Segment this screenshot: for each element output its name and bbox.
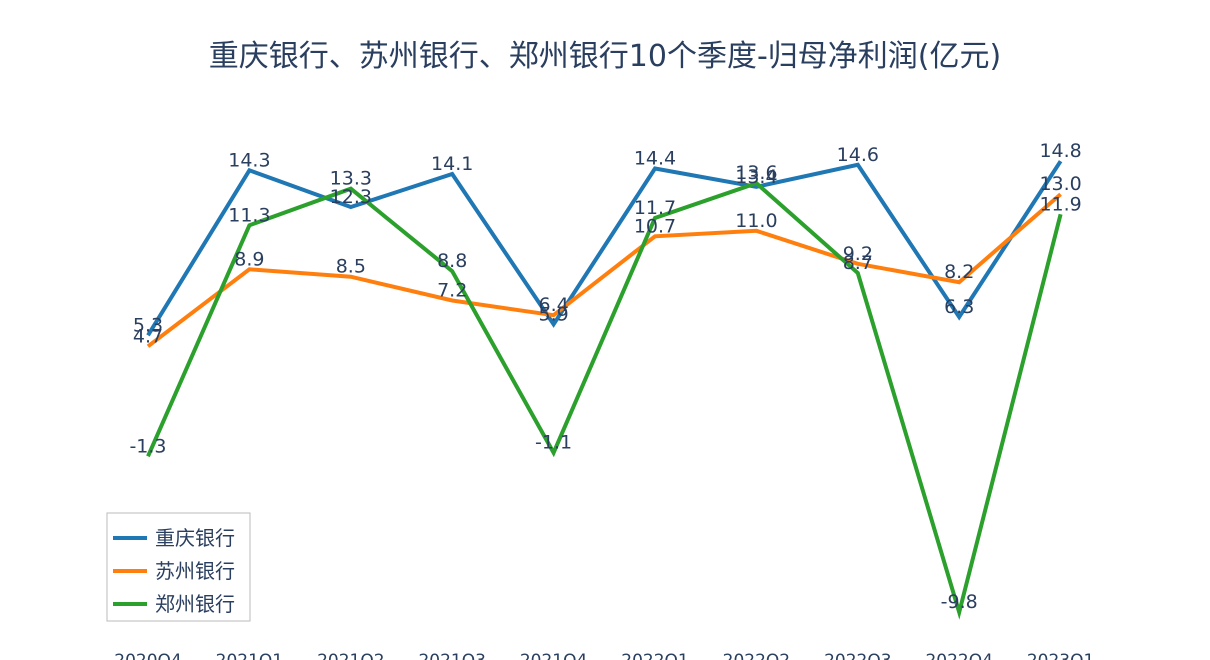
data-label: 14.1	[431, 153, 473, 175]
data-label: 7.2	[437, 280, 467, 302]
data-label: 10.7	[634, 215, 676, 237]
data-label: 8.9	[234, 248, 264, 270]
x-tick-label: 2022Q4	[925, 651, 992, 660]
legend-label: 苏州银行	[155, 559, 235, 583]
series-line-1	[146, 160, 1063, 337]
data-label: 13.3	[330, 168, 372, 190]
x-tick-label: 2021Q4	[520, 651, 587, 660]
x-tick-label: 2022Q2	[723, 651, 790, 660]
data-label: 13.6	[735, 162, 777, 184]
data-label: 5.9	[538, 303, 568, 325]
x-tick-label: 2022Q1	[621, 651, 688, 660]
data-label: 8.5	[336, 256, 366, 278]
series-layer	[146, 160, 1063, 620]
data-label: 8.2	[944, 261, 974, 283]
chart-title: 重庆银行、苏州银行、郑州银行10个季度-归母净利润(亿元)	[209, 39, 1001, 74]
data-label: 14.4	[634, 148, 676, 170]
x-tick-label: 2023Q1	[1027, 651, 1094, 660]
legend-label: 郑州银行	[155, 592, 235, 616]
series-line-2	[146, 192, 1062, 348]
series-line-3	[146, 180, 1063, 620]
data-label: 4.7	[133, 325, 163, 347]
x-axis: 2020Q4 2021Q1 2021Q2 2021Q3 2021Q4 2022Q1 2022…	[114, 651, 1094, 660]
data-label: 5.3	[133, 314, 163, 336]
legend-label: 重庆银行	[155, 526, 235, 550]
data-label: 11.9	[1039, 193, 1081, 215]
data-label: 9.2	[843, 243, 873, 265]
data-label: 14.6	[837, 144, 879, 166]
data-label: 11.3	[228, 204, 270, 226]
data-label: 14.8	[1039, 140, 1081, 162]
data-label: 8.8	[437, 250, 467, 272]
data-label: 11.7	[634, 197, 676, 219]
data-label: 8.7	[843, 252, 873, 274]
data-label: -1.1	[535, 432, 572, 454]
data-label: 13.4	[735, 166, 777, 188]
x-tick-label: 2021Q3	[418, 651, 485, 660]
data-label-layer: 5.3 14.3 12.3 14.1 5.9 14.4 13.4 14.6 6.3 14.8 4.7…	[129, 140, 1081, 613]
x-tick-label: 2022Q3	[824, 651, 891, 660]
data-label: 6.3	[944, 296, 974, 318]
data-label: 13.0	[1039, 173, 1081, 195]
x-tick-label: 2021Q2	[317, 651, 384, 660]
data-label: 14.3	[228, 149, 270, 171]
x-tick-label: 2021Q1	[216, 651, 283, 660]
data-label: -9.8	[941, 591, 978, 613]
data-label: 12.3	[330, 186, 372, 208]
data-label: 6.4	[538, 294, 568, 316]
data-label: -1.3	[129, 435, 166, 457]
x-tick-label: 2020Q4	[114, 651, 181, 660]
data-label: 11.0	[735, 210, 777, 232]
